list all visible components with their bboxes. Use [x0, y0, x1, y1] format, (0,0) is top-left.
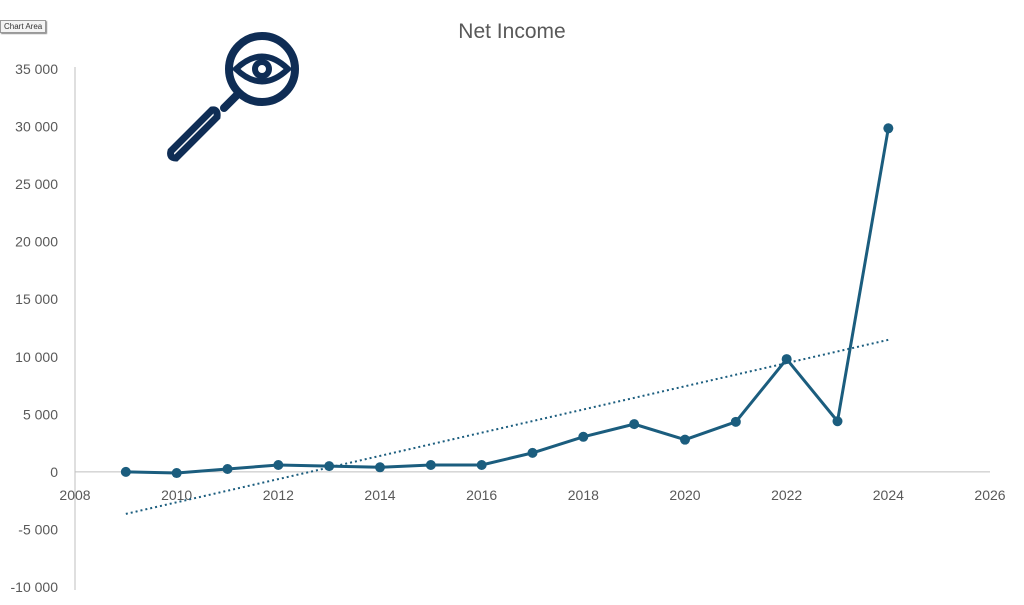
data-point	[832, 416, 843, 427]
y-tick-label: 5 000	[23, 406, 58, 422]
x-tick-label: 2020	[669, 487, 700, 503]
data-point	[324, 461, 335, 472]
y-tick-label: -5 000	[18, 521, 58, 537]
x-tick-label: 2014	[364, 487, 395, 503]
data-point	[883, 123, 894, 134]
chart-title: Net Income	[458, 20, 565, 43]
data-point	[273, 459, 284, 470]
y-tick-label: 0	[50, 464, 58, 480]
data-point	[730, 416, 741, 427]
data-point	[222, 464, 233, 475]
y-tick-label: 20 000	[15, 234, 58, 250]
chart-area-tooltip: Chart Area	[0, 20, 47, 33]
magnifier-eye-icon	[167, 32, 299, 162]
y-tick-label: 25 000	[15, 176, 58, 192]
x-tick-label: 2026	[974, 487, 1005, 503]
data-point	[120, 466, 131, 477]
data-point	[781, 354, 792, 365]
y-tick-label: 30 000	[15, 119, 58, 135]
data-point	[375, 462, 385, 473]
y-tick-label: -10 000	[11, 579, 59, 595]
x-tick-label: 2012	[263, 487, 294, 503]
x-tick-label: 2010	[161, 487, 192, 503]
x-tick-label: 2022	[771, 487, 802, 503]
trendline	[125, 338, 889, 515]
y-tick-label: 35 000	[15, 61, 58, 77]
data-point	[629, 419, 640, 430]
y-tick-label: 10 000	[15, 349, 58, 365]
data-point	[425, 459, 436, 470]
x-tick-label: 2024	[873, 487, 904, 503]
y-tick-label: 15 000	[15, 291, 58, 307]
x-tick-label: 2018	[568, 487, 599, 503]
data-point	[476, 459, 487, 470]
data-point	[171, 468, 182, 479]
data-point	[527, 447, 538, 458]
data-point	[680, 434, 690, 445]
x-tick-label: 2016	[466, 487, 497, 503]
series-line	[125, 128, 890, 475]
data-point	[578, 431, 589, 442]
x-tick-label: 2008	[59, 487, 90, 503]
